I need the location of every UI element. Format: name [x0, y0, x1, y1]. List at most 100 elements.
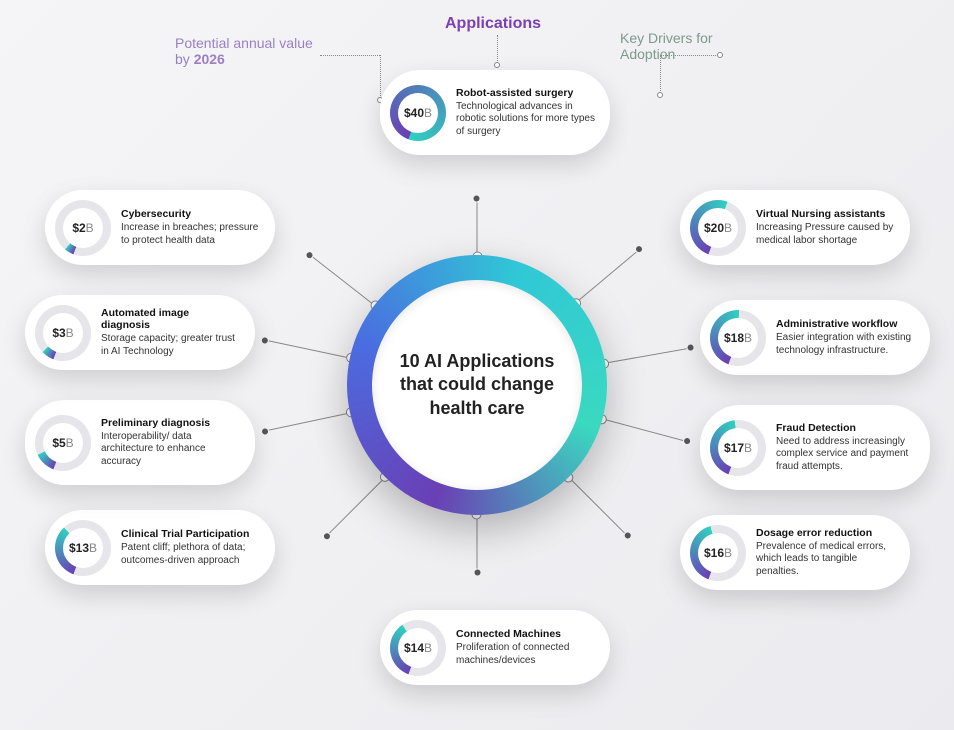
connector-dot: [494, 62, 500, 68]
value-donut: $16B: [690, 525, 746, 581]
value-text: $3B: [43, 313, 83, 353]
card-description: Technological advances in robotic soluti…: [456, 101, 596, 139]
spoke-line: [567, 476, 624, 533]
card-description: Prevalence of medical errors, which lead…: [756, 541, 896, 579]
center-hub-inner: 10 AI Applications that could change hea…: [372, 280, 582, 490]
connector-right-h: [660, 55, 720, 56]
card-virtual-nursing: $20B Virtual Nursing assistants Increasing…: [680, 190, 910, 265]
spoke-line: [269, 341, 352, 360]
connector-dot: [717, 52, 723, 58]
card-description: Easier integration with existing technol…: [776, 332, 916, 357]
value-amount: $3: [52, 326, 65, 340]
card-text-block: Connected Machines Proliferation of conne…: [456, 628, 596, 667]
legend-applications-label: Applications: [445, 15, 541, 33]
spoke-line: [330, 476, 387, 533]
value-suffix: B: [744, 331, 752, 345]
spoke-line: [575, 251, 637, 303]
card-description: Interoperability/ data architecture to e…: [101, 431, 241, 469]
value-text: $13B: [63, 528, 103, 568]
card-title: Administrative workflow: [776, 318, 916, 330]
card-title: Dosage error reduction: [756, 527, 896, 539]
value-donut: $5B: [35, 415, 91, 471]
value-text: $18B: [718, 318, 758, 358]
card-fraud-detection: $17B Fraud Detection Need to address incre…: [700, 405, 930, 490]
card-text-block: Virtual Nursing assistants Increasing Pre…: [756, 208, 896, 247]
card-title: Cybersecurity: [121, 208, 261, 220]
legend-value-label: Potential annual value by 2026: [175, 35, 325, 67]
card-title: Clinical Trial Participation: [121, 528, 261, 540]
card-text-block: Clinical Trial Participation Patent cliff…: [121, 528, 261, 567]
card-text-block: Automated image diagnosisStorage capacit…: [101, 307, 241, 358]
spoke-line: [603, 348, 687, 364]
value-amount: $13: [69, 541, 89, 555]
card-description: Increase in breaches; pressure to protec…: [121, 222, 261, 247]
card-description: Need to address increasingly complex ser…: [776, 436, 916, 474]
value-amount: $5: [52, 436, 65, 450]
card-text-block: Robot-assisted surgery Technological adva…: [456, 87, 596, 139]
card-title: Fraud Detection: [776, 422, 916, 434]
value-suffix: B: [724, 546, 732, 560]
value-amount: $40: [404, 106, 424, 120]
value-donut: $2B: [55, 200, 111, 256]
value-donut: $17B: [710, 420, 766, 476]
card-robot-surgery: $40B Robot-assisted surgery Technological …: [380, 70, 610, 155]
value-donut: $14B: [390, 620, 446, 676]
value-donut: $20B: [690, 200, 746, 256]
card-description: Storage capacity; greater trust in AI Te…: [101, 333, 241, 358]
infographic-container: Potential annual value by 2026 Applicati…: [0, 0, 954, 730]
value-suffix: B: [89, 541, 97, 555]
center-hub-ring: 10 AI Applications that could change hea…: [347, 255, 607, 515]
card-description: Proliferation of connected machines/devi…: [456, 642, 596, 667]
value-text: $20B: [698, 208, 738, 248]
card-preliminary-diagnosis: $5B Preliminary diagnosis Interoperability…: [25, 400, 255, 485]
card-text-block: Dosage error reduction Prevalence of medi…: [756, 527, 896, 579]
value-donut: $40B: [390, 85, 446, 141]
card-automated-image: $3B Automated image diagnosisStorage capa…: [25, 295, 255, 370]
card-title: Virtual Nursing assistants: [756, 208, 896, 220]
card-admin-workflow: $18B Administrative workflow Easier integr…: [700, 300, 930, 375]
value-text: $14B: [398, 628, 438, 668]
spoke-line: [313, 257, 377, 307]
card-title: Preliminary diagnosis: [101, 417, 241, 429]
value-donut: $13B: [55, 520, 111, 576]
value-amount: $17: [724, 441, 744, 455]
spoke-line: [477, 203, 478, 258]
card-description: Patent cliff; plethora of data; outcomes…: [121, 542, 261, 567]
value-text: $40B: [398, 93, 438, 133]
card-text-block: Fraud Detection Need to address increasin…: [776, 422, 916, 474]
value-text: $17B: [718, 428, 758, 468]
card-clinical-trial: $13B Clinical Trial Participation Patent c…: [45, 510, 275, 585]
value-suffix: B: [424, 106, 432, 120]
value-amount: $20: [704, 221, 724, 235]
value-amount: $16: [704, 546, 724, 560]
card-title: Automated image diagnosis: [101, 307, 241, 331]
value-suffix: B: [424, 641, 432, 655]
value-text: $2B: [63, 208, 103, 248]
card-description: Increasing Pressure caused by medical la…: [756, 222, 896, 247]
value-suffix: B: [66, 326, 74, 340]
connector-left-h: [320, 55, 380, 56]
card-title: Connected Machines: [456, 628, 596, 640]
spoke-line: [269, 412, 352, 431]
value-donut: $3B: [35, 305, 91, 361]
card-text-block: Administrative workflow Easier integratio…: [776, 318, 916, 357]
value-suffix: B: [744, 441, 752, 455]
value-suffix: B: [724, 221, 732, 235]
spoke-line: [600, 418, 682, 441]
card-connected-machines: $14B Connected Machines Proliferation of c…: [380, 610, 610, 685]
value-suffix: B: [86, 221, 94, 235]
connector-center: [497, 35, 498, 65]
value-donut: $18B: [710, 310, 766, 366]
value-text: $16B: [698, 533, 738, 573]
connector-right-v: [660, 55, 661, 95]
value-amount: $14: [404, 641, 424, 655]
card-cybersecurity: $2B Cybersecurity Increase in breaches; pr…: [45, 190, 275, 265]
value-amount: $18: [724, 331, 744, 345]
connector-dot: [657, 92, 663, 98]
connector-left-v: [380, 55, 381, 100]
card-dosage-error: $16B Dosage error reduction Prevalence of …: [680, 515, 910, 590]
legend-drivers-label: Key Drivers for Adoption: [620, 30, 750, 62]
card-title: Robot-assisted surgery: [456, 87, 596, 99]
value-text: $5B: [43, 423, 83, 463]
hub-title: 10 AI Applications that could change hea…: [392, 350, 562, 420]
